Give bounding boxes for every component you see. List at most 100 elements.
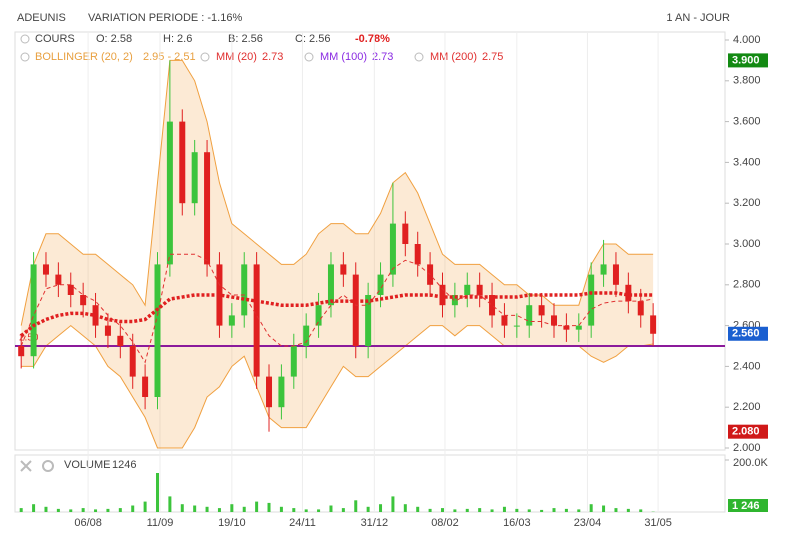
legend-high: H: 2.6 [163, 33, 192, 45]
panel-icons[interactable] [20, 34, 424, 472]
volume-bar [589, 504, 593, 512]
volume-bar [416, 506, 420, 512]
period[interactable]: 1 AN - JOUR [666, 12, 730, 24]
candle-body [389, 223, 396, 275]
candle-body [340, 264, 347, 275]
legend-close: C: 2.56 [295, 33, 330, 45]
volume-last: 1246 [112, 459, 136, 471]
candle-body [625, 284, 632, 302]
volume-bar [230, 504, 234, 512]
volume-bar [366, 506, 370, 512]
price-marker [728, 424, 768, 439]
price-marker-label: 2.560 [732, 328, 760, 340]
volume-bar [180, 504, 184, 512]
price-marker-label: 2.080 [732, 426, 760, 438]
candle-body [204, 152, 211, 265]
candle-body [278, 376, 285, 408]
volume-bar [304, 509, 308, 512]
y-tick-label: 3.400 [733, 156, 761, 168]
y-tick-label: 2.800 [733, 279, 761, 291]
volume-bar [329, 505, 333, 512]
x-tick-label: 23/04 [574, 517, 602, 529]
x-tick-label: 11/09 [147, 517, 174, 529]
candle-body [179, 121, 186, 204]
candle-body [315, 305, 322, 326]
candle-body [67, 284, 74, 295]
volume-bar [267, 502, 271, 512]
candle-body [414, 244, 421, 265]
volume-bar [403, 504, 407, 512]
candle-body [439, 284, 446, 306]
volume-bar [490, 509, 494, 512]
candle-body [637, 301, 644, 316]
legend-mm20: MM (20) [216, 51, 257, 63]
y-tick-label: 3.600 [733, 116, 761, 128]
candle-body [600, 264, 607, 275]
volume-bar [242, 506, 246, 512]
legend-mm200-value: 2.75 [482, 51, 503, 63]
candle-body [117, 335, 124, 346]
volume-bar [279, 506, 283, 512]
candle-body [104, 325, 111, 336]
candle-body [489, 295, 496, 316]
candle-body [402, 223, 409, 244]
legend-cours: COURS [35, 33, 75, 45]
legend-bollinger: BOLLINGER (20, 2) [35, 51, 133, 63]
x-tick-label: 16/03 [503, 517, 531, 529]
volume-bar [56, 508, 60, 512]
candle-body [650, 315, 657, 334]
candle-body [253, 264, 260, 377]
y-tick-label: 200.0K [733, 457, 769, 469]
candle-body [451, 295, 458, 306]
candle-body [18, 346, 25, 357]
candle-body [538, 305, 545, 316]
volume-bar [379, 504, 383, 512]
volume-bar [255, 501, 259, 512]
candle-body [352, 274, 359, 346]
ticker: ADEUNIS [17, 12, 66, 24]
variation: VARIATION PERIODE : -1.16% [88, 12, 242, 24]
candle-body [166, 121, 173, 265]
volume-bar [106, 508, 110, 512]
volume-bar [428, 508, 432, 512]
volume-bar [292, 508, 296, 512]
volume-bar [205, 506, 209, 512]
legend-open: O: 2.58 [96, 33, 132, 45]
volume-frame [14, 454, 726, 513]
candle-body [129, 346, 136, 377]
volume-bar [44, 506, 48, 512]
candle-body [365, 295, 372, 346]
x-tick-label: 19/10 [218, 517, 246, 529]
volume-bar [193, 505, 197, 512]
price-marker-label: 3.900 [732, 54, 760, 66]
volume-bar [540, 509, 544, 512]
candle-body [563, 325, 570, 330]
volume-bar [552, 508, 556, 512]
volume-title: VOLUME [64, 459, 110, 471]
x-tick-label: 06/08 [74, 517, 102, 529]
volume-bar [32, 504, 36, 512]
candle-body [526, 305, 533, 326]
legend-mm20-value: 2.73 [262, 51, 283, 63]
volume-bar [602, 505, 606, 512]
y-tick-label: 2.000 [733, 442, 761, 454]
candle-body [501, 315, 508, 326]
legend-low: B: 2.56 [228, 33, 263, 45]
volume-bar [94, 509, 98, 512]
price-frame [14, 31, 726, 451]
volume-marker [728, 499, 768, 512]
volume-bar [168, 496, 172, 512]
volume-bar [69, 509, 73, 512]
candle-body [377, 274, 384, 295]
candle-body [290, 346, 297, 377]
candle-body [612, 264, 619, 285]
volume-bar [155, 473, 159, 512]
candle-body [42, 264, 49, 275]
bollinger-band [21, 60, 654, 449]
candle-body [513, 325, 520, 327]
y-tick-label: 3.800 [733, 75, 761, 87]
volume-bar [502, 506, 506, 512]
volume-bar [354, 500, 358, 512]
bollinger-upper [20, 59, 654, 326]
